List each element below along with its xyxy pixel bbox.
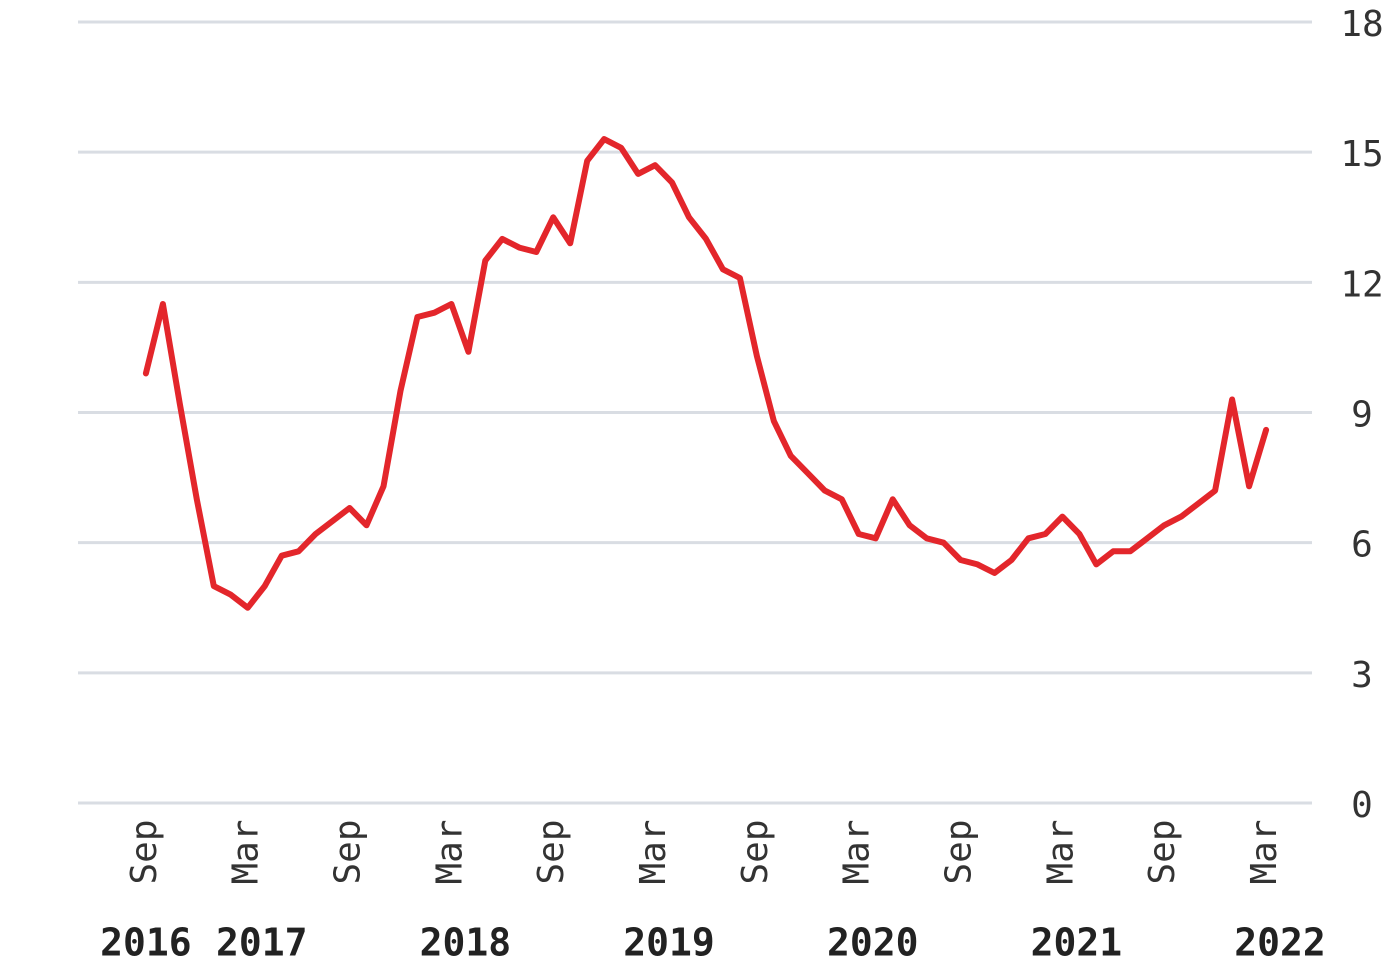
year-label: 2016: [100, 921, 192, 965]
x-tick-label: Sep: [531, 819, 572, 884]
line: [142, 136, 1270, 611]
year-label: 2018: [420, 921, 512, 965]
y-tick-label: 9: [1351, 395, 1373, 436]
x-tick-label: Mar: [429, 819, 470, 884]
year-label: 2021: [1031, 921, 1123, 965]
x-tick-label: Mar: [226, 819, 267, 884]
y-tick-label: 3: [1351, 655, 1373, 696]
y-tick-label: 18: [1340, 4, 1383, 45]
x-tick-label: Mar: [837, 819, 878, 884]
x-tick-label: Sep: [735, 819, 776, 884]
x-tick-label: Mar: [1040, 819, 1081, 884]
year-label: 2022: [1234, 921, 1326, 965]
x-tick-label: Mar: [633, 819, 674, 884]
y-tick-label: 12: [1340, 264, 1383, 305]
x-tick-label: Sep: [939, 819, 980, 884]
year-label: 2020: [827, 921, 919, 965]
x-tick-label: Sep: [124, 819, 165, 884]
year-label: 2019: [623, 921, 715, 965]
y-tick-label: 0: [1351, 785, 1373, 826]
y-tick-label: 15: [1340, 134, 1383, 175]
x-tick-label: Mar: [1244, 819, 1285, 884]
year-label: 2017: [216, 921, 308, 965]
x-tick-label: Sep: [328, 819, 369, 884]
x-tick-label: Sep: [1142, 819, 1183, 884]
y-tick-label: 6: [1351, 525, 1373, 566]
